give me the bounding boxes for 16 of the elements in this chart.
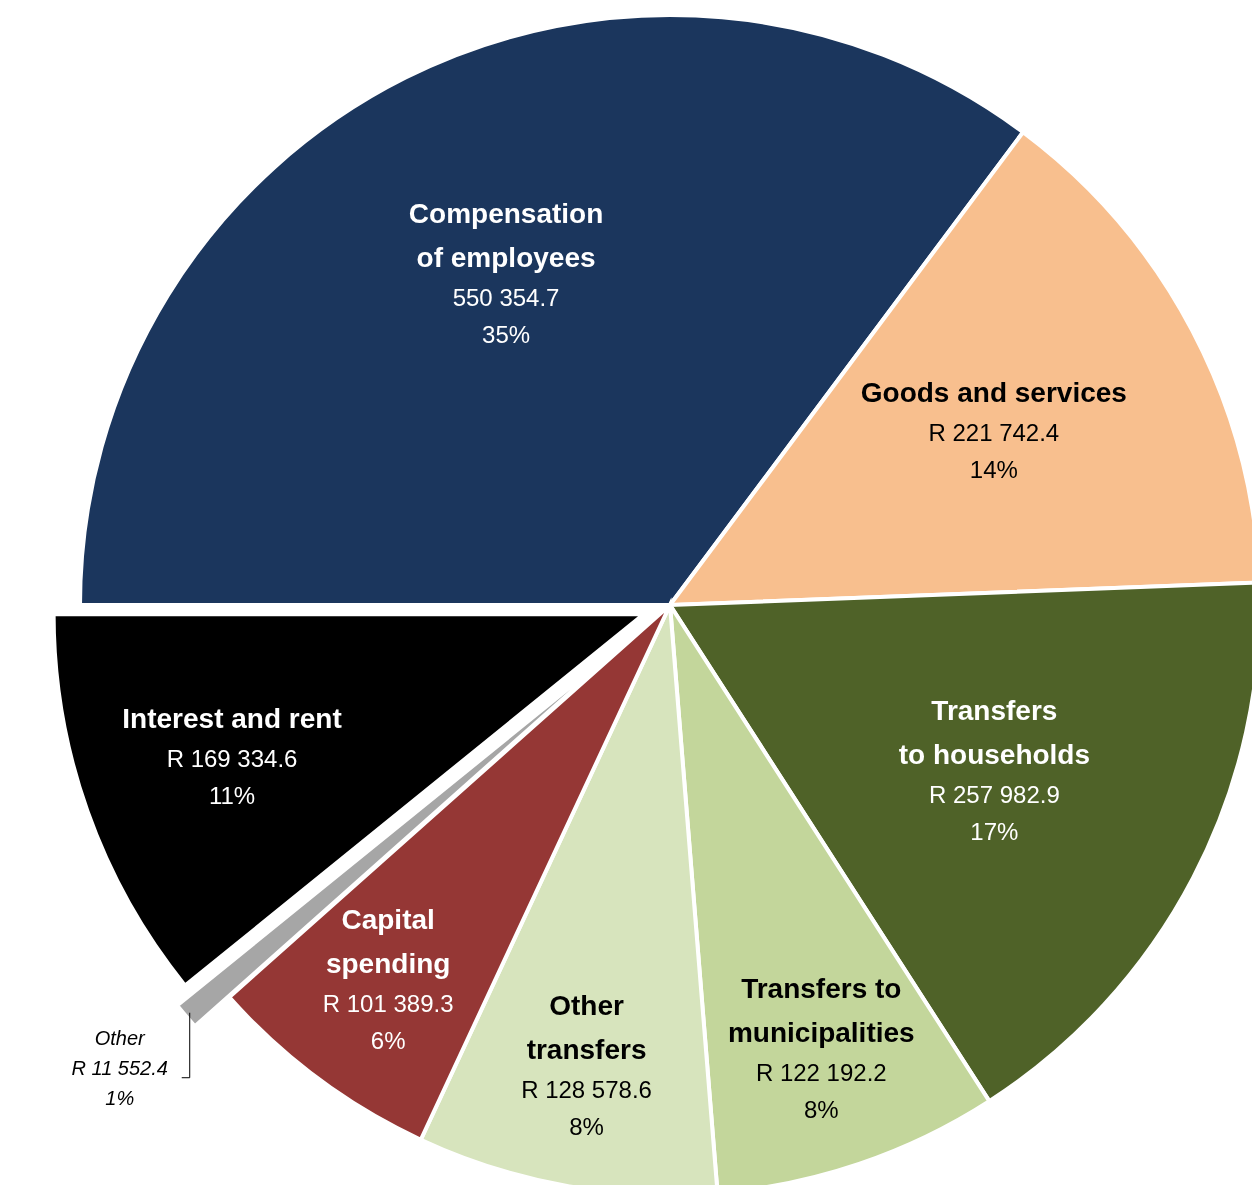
data-label: R 257 982.9 17% (929, 780, 1060, 845)
slice-label: Compensation of employees (408, 198, 604, 274)
slice-label: Interest and rent (122, 702, 342, 734)
slice-label: Transfers to municipalities (727, 972, 915, 1048)
data-label: R 221 742.4 14% (928, 419, 1060, 484)
slice-label: Transfers to households (898, 694, 1091, 770)
data-label: 550 354.7 35% (452, 284, 560, 349)
data-label: R 11 552.4 1% (71, 1056, 168, 1109)
data-label: R 169 334.6 11% (166, 744, 298, 809)
slice-label: Other (94, 1026, 147, 1049)
data-label: R 128 578.6 8% (521, 1076, 652, 1141)
data-label: R 101 389.3 6% (322, 990, 454, 1055)
slice-label: Capital spending (325, 904, 451, 980)
slice-label: Goods and services (860, 377, 1127, 409)
data-label: R 122 192.2 8% (755, 1058, 887, 1123)
slice-label: Other transfers (526, 990, 647, 1066)
